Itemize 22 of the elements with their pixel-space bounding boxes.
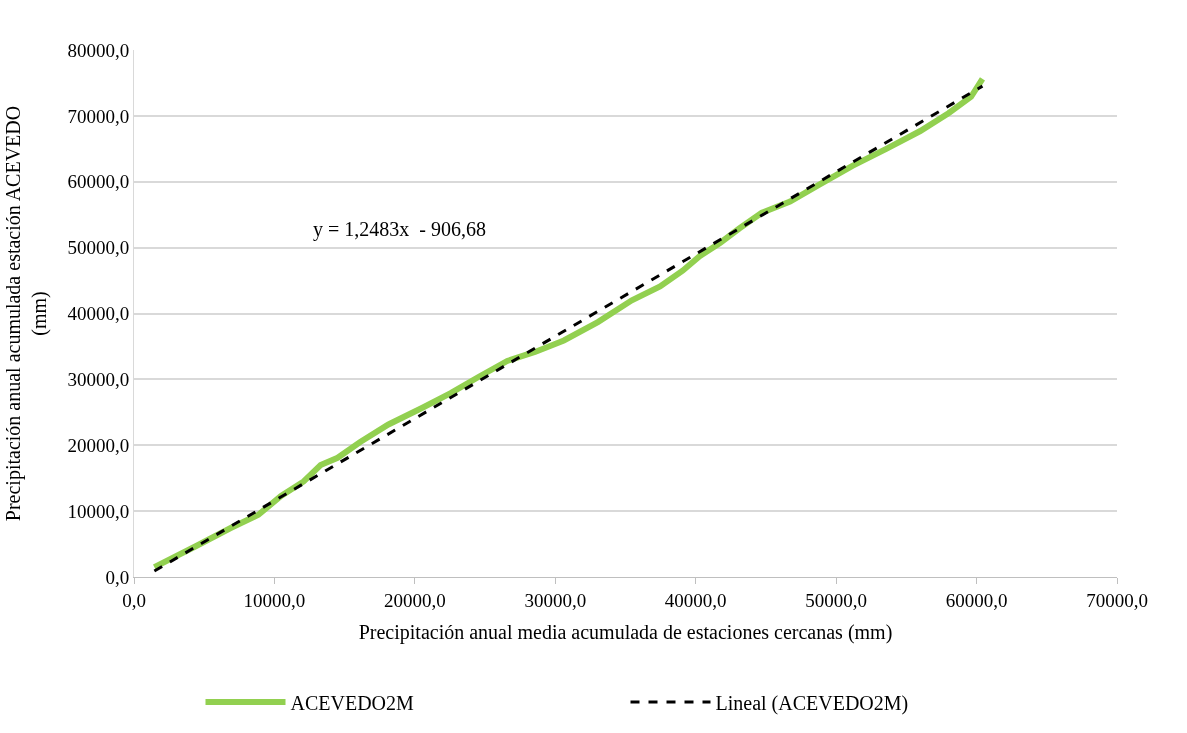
- x-tick-label: 30000,0: [524, 589, 587, 611]
- x-tick-label: 0,0: [122, 589, 146, 611]
- x-axis-title: Precipitación anual media acumulada de estaciones cercanas (mm): [358, 621, 893, 645]
- y-tick-label: 40000,0: [67, 303, 130, 325]
- x-tick-label: 40000,0: [664, 589, 727, 611]
- x-tick-label: 20000,0: [383, 589, 446, 611]
- y-tick-label: 10000,0: [67, 500, 130, 522]
- x-tick-label: 70000,0: [1086, 589, 1148, 611]
- y-axis-title: Precipitación anual acumulada estación ACEVEDO (mm): [1, 105, 51, 522]
- legend-label: Lineal (ACEVEDO2M): [715, 691, 909, 715]
- y-tick-label: 50000,0: [67, 237, 130, 259]
- y-tick-label: 20000,0: [67, 434, 130, 456]
- x-tick-label: 60000,0: [945, 589, 1008, 611]
- x-tick-label: 10000,0: [243, 589, 306, 611]
- annotation: y = 1,2483x - 906,68: [313, 218, 486, 241]
- y-tick-label: 60000,0: [67, 171, 130, 193]
- y-tick-label: 80000,0: [67, 39, 130, 61]
- x-tick-label: 50000,0: [805, 589, 868, 611]
- y-tick-label: 70000,0: [67, 105, 130, 127]
- legend-label: ACEVEDO2M: [290, 691, 415, 714]
- y-tick-label: 30000,0: [67, 369, 130, 391]
- y-tick-label: 0,0: [105, 566, 130, 588]
